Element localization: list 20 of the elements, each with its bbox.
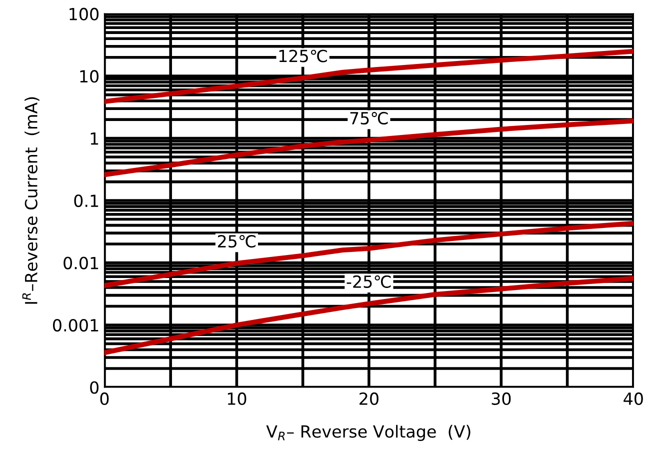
- y-tick-label: 0.001: [53, 318, 98, 332]
- annotation: -25℃: [346, 275, 391, 288]
- x-tick-label: 10: [228, 392, 246, 405]
- x-tick-label: 30: [492, 392, 511, 405]
- y-axis-title: I$^{R}$–Reverse Current (mA): [22, 97, 40, 304]
- line-series: [104, 48, 634, 104]
- x-tick-label: 0: [100, 392, 109, 405]
- y-tick-label: 10: [80, 70, 99, 83]
- annotation: 125℃: [279, 50, 327, 62]
- y-tick-label: 1: [90, 132, 98, 145]
- y-tick-label: 0.1: [74, 194, 98, 208]
- y-tick-label: 0: [90, 381, 99, 394]
- y-tick-label: 100: [70, 8, 99, 20]
- line-series: [104, 220, 634, 288]
- annotation: 25℃: [218, 234, 256, 248]
- annotation: 75℃: [350, 112, 388, 125]
- x-tick-label: 20: [360, 392, 378, 405]
- x-tick-label: 40: [624, 392, 643, 405]
- x-axis-title: V$_{R}$– Reverse Voltage (V): [266, 424, 470, 442]
- y-tick-label: 0.01: [64, 256, 98, 270]
